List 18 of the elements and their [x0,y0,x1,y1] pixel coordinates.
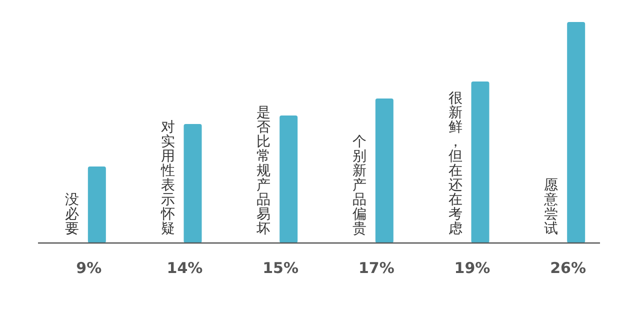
bar [184,124,202,243]
data-label: 26% [550,259,586,277]
data-label: 9% [76,259,102,277]
data-label: 19% [454,259,490,277]
data-label: 17% [358,259,394,277]
bar [375,98,394,243]
x-tick-label: 对实用性表示怀疑 [160,120,175,237]
x-tick-label: 愿意尝试 [543,178,558,237]
category-label: 很新鲜，但在还在考虑 [448,90,462,237]
x-tick-label: 个别新产品偏贵 [352,134,366,237]
bar [88,166,106,243]
bar [471,82,490,243]
category-label: 是否比常规产品易坏 [256,105,271,237]
bar [280,116,298,243]
bar [567,22,586,243]
data-label: 14% [166,259,203,277]
x-tick-label: 没必要 [64,192,79,237]
data-label: 15% [262,259,299,277]
